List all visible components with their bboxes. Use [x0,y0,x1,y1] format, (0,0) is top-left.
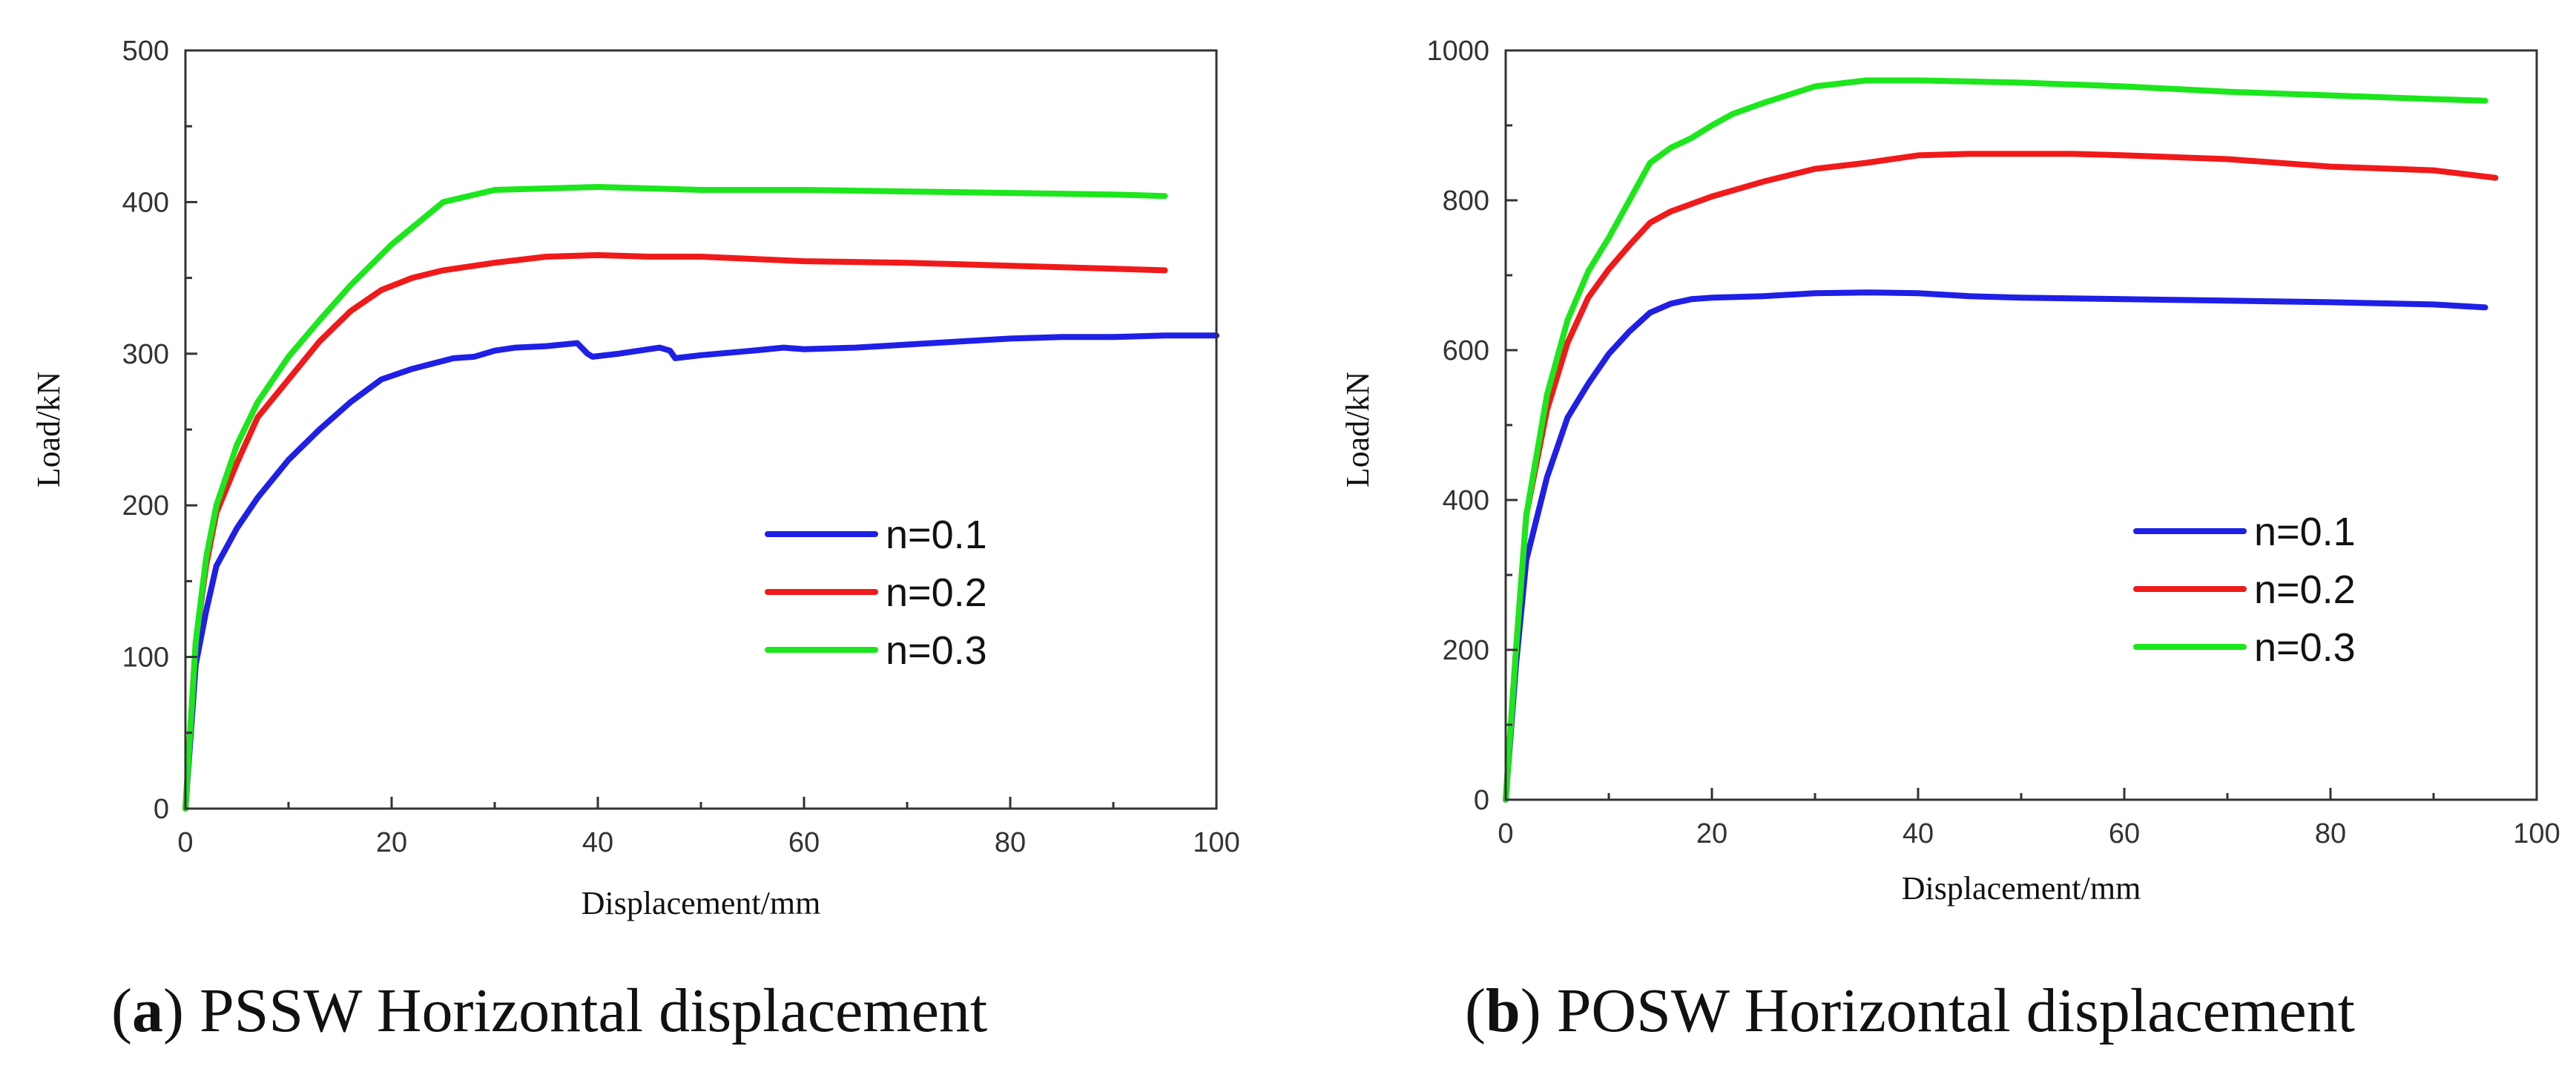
panel-b-y-tick-label: 600 [1443,335,1489,366]
panel-a-caption-text: PSSW Horizontal displacement [200,976,987,1045]
panel-a-series [182,184,1219,812]
panel-a-y-tick-label: 100 [122,642,169,674]
panel-b-x-tick-label: 40 [1903,818,1934,849]
panel-a-x-axis-label: Displacement/mm [582,885,821,921]
panel-a-x-tick-label: 100 [1193,827,1239,858]
panel-b-series-line-2 [1503,151,2499,803]
panel-a-legend-label-3: n=0.3 [886,628,987,673]
panel-b-caption-letter: b [1486,976,1521,1045]
panel-b-y-tick-label: 0 [1474,785,1489,816]
panel-b-caption: (b) POSW Horizontal displacement [1465,976,2355,1045]
panel-b-caption-paren-close: ) [1521,976,1557,1045]
panel-b-y-tick-label: 400 [1443,485,1489,516]
panel-b-y-tick-label: 1000 [1426,36,1489,67]
panel-b-x-tick-label: 80 [2315,818,2346,849]
panel-a-plot-frame [184,49,1218,810]
panel-a-legend-label-1: n=0.1 [886,513,987,557]
panel-b-legend-label-2: n=0.2 [2254,568,2356,612]
panel-a-y-tick-label: 300 [122,339,169,370]
panel-a-x-tick-label: 40 [582,827,613,858]
panel-b-plot-frame [1504,49,2538,801]
panel-b-caption-text: POSW Horizontal displacement [1557,976,2355,1045]
panel-b-x-axis-label: Displacement/mm [1902,870,2141,907]
panel-a-y-tick-label: 400 [122,187,169,218]
panel-a-series-line-1 [182,332,1219,812]
panel-b-legend-label-1: n=0.1 [2254,510,2356,554]
panel-a-y-axis-label: Load/kN [30,372,67,487]
panel-a-y-tick-label: 0 [154,794,169,825]
panel-b-series-line-3 [1503,77,2488,803]
panel-a-x-tick-label: 60 [788,827,820,858]
panel-a-caption: (a) PSSW Horizontal displacement [111,976,987,1045]
panel-a-ticks: 0 20 40 60 80 100 0 100 200 300 400 500 [122,36,1240,858]
panel-a-series-line-3 [182,184,1168,812]
panel-b-x-tick-label: 0 [1498,818,1513,849]
panel-b-x-tick-label: 100 [2513,818,2560,849]
panel-a-caption-paren-close: ) [163,976,200,1045]
panel-a-x-tick-label: 80 [995,827,1026,858]
panel-a-legend: n=0.1 n=0.2 n=0.3 [765,513,987,673]
panel-b-series-line-1 [1503,289,2488,803]
panel-a: 0 20 40 60 80 100 0 100 200 300 400 500 Displacemen… [30,36,1240,1045]
panel-b-series [1503,77,2499,803]
panel-a-x-tick-label: 20 [376,827,407,858]
panel-b-y-tick-label: 200 [1443,635,1489,666]
panel-a-caption-paren-open: ( [111,976,132,1045]
panel-a-y-tick-label: 500 [122,36,169,67]
panel-a-series-line-2 [182,251,1168,812]
panel-b-legend: n=0.1 n=0.2 n=0.3 [2133,510,2356,670]
panel-b-y-tick-label: 800 [1443,185,1489,217]
panel-b-x-tick-label: 20 [1696,818,1727,849]
panel-b-y-axis-label: Load/kN [1340,372,1376,487]
panel-b-x-tick-label: 60 [2109,818,2140,849]
panel-b-legend-label-3: n=0.3 [2254,625,2356,670]
panel-b-caption-paren-open: ( [1465,976,1486,1045]
panel-a-legend-label-2: n=0.2 [886,570,987,615]
panel-a-y-tick-label: 200 [122,490,169,522]
panel-a-x-tick-label: 0 [177,827,193,858]
panel-a-caption-letter: a [132,976,163,1045]
